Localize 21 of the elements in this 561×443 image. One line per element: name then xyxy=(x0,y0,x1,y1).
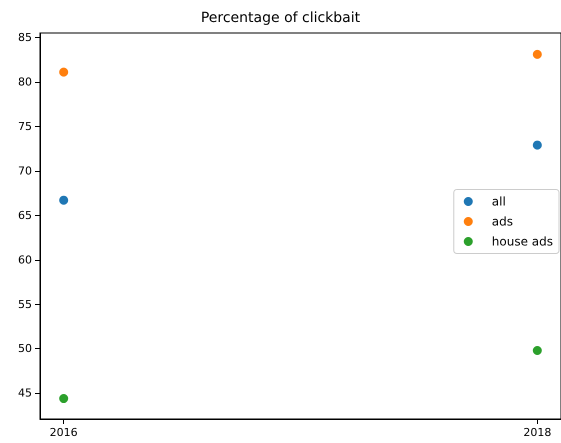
y-tick-label: 50 xyxy=(18,342,32,356)
y-tick-label: 45 xyxy=(18,386,32,400)
x-tick-label: 2016 xyxy=(50,426,78,439)
y-tick-label: 75 xyxy=(18,120,32,133)
legend-label: house ads xyxy=(492,234,554,248)
y-tick-label: 65 xyxy=(18,208,32,222)
x-tick-label: 2018 xyxy=(523,426,552,439)
legend-label: ads xyxy=(492,214,514,228)
y-tick-label: 70 xyxy=(18,164,32,178)
y-tick-label: 60 xyxy=(18,253,32,266)
y-tick-label: 85 xyxy=(18,30,32,44)
point xyxy=(532,140,542,150)
point xyxy=(59,68,68,77)
point xyxy=(532,346,542,356)
legend-label: all xyxy=(492,194,506,208)
point xyxy=(59,196,68,205)
y-tick-label: 55 xyxy=(18,298,32,311)
point xyxy=(59,394,68,404)
chart-title: Percentage of clickbait xyxy=(200,10,361,26)
y-tick-label: 80 xyxy=(18,75,32,88)
point xyxy=(532,50,542,59)
